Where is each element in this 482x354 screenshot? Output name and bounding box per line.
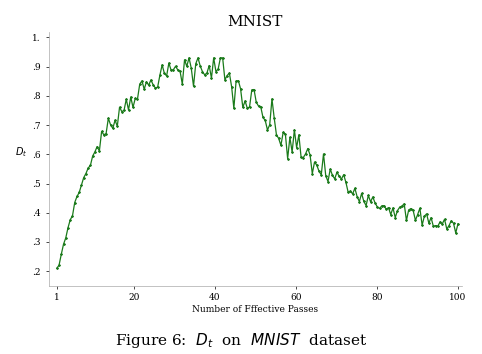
- Y-axis label: $D_t$: $D_t$: [15, 145, 27, 159]
- Title: MNIST: MNIST: [228, 15, 283, 29]
- Text: Figure 6:  $D_t$  on  $\mathit{MNIST}$  dataset: Figure 6: $D_t$ on $\mathit{MNIST}$ data…: [115, 331, 367, 350]
- X-axis label: Number of Fffective Passes: Number of Fffective Passes: [192, 305, 319, 314]
